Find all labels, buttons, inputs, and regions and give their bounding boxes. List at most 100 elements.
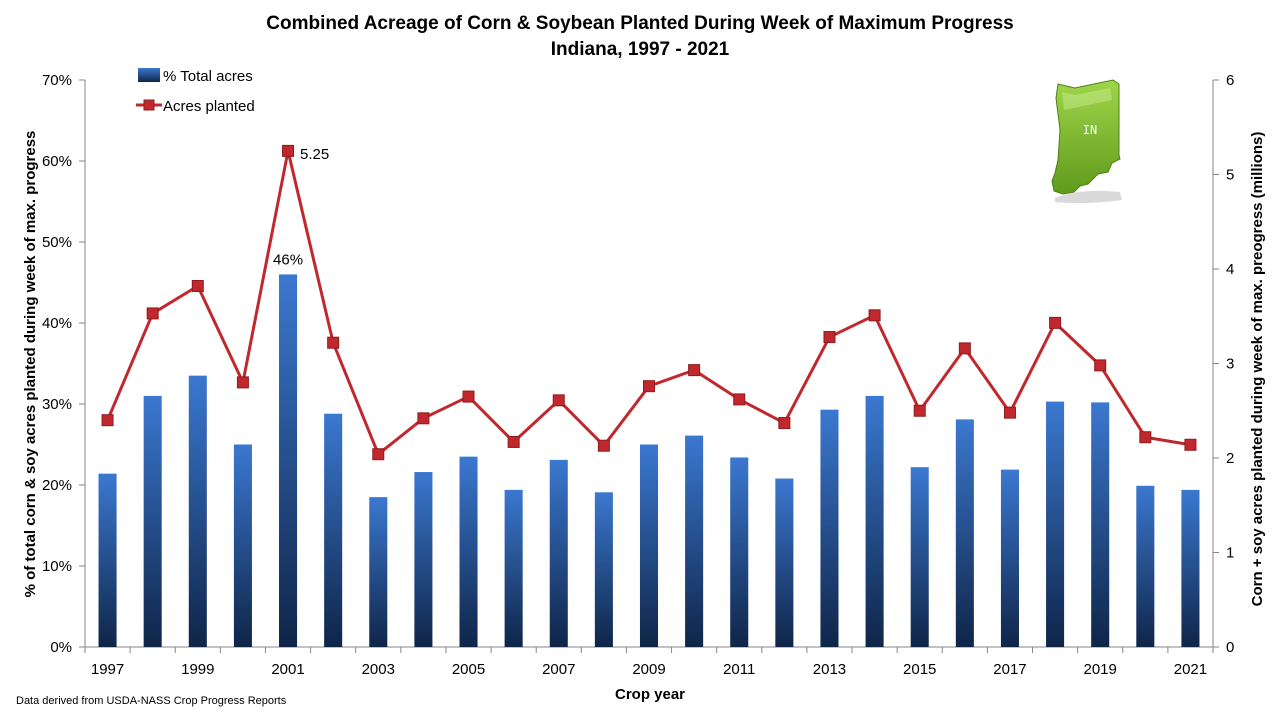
- y-right-tick-label: 1: [1226, 545, 1234, 562]
- data-labels: 46% 5.25: [273, 146, 329, 269]
- x-tick-label: 2001: [271, 661, 304, 678]
- line-point-marker: [327, 336, 340, 349]
- line-point-marker: [823, 331, 836, 344]
- line-point-marker: [688, 364, 701, 377]
- line-point-marker: [146, 307, 159, 320]
- bar: [1136, 485, 1155, 647]
- indiana-map-shadow: [1055, 190, 1122, 204]
- source-note: Data derived from USDA-NASS Crop Progres…: [16, 695, 287, 707]
- legend-line-label: Acres planted: [163, 98, 255, 115]
- line-point-marker: [733, 393, 746, 406]
- x-tick-label: 1999: [181, 661, 214, 678]
- bar: [639, 444, 659, 647]
- line-point-marker: [236, 376, 249, 389]
- bar: [730, 457, 749, 647]
- y-axis-left-title: % of total corn & soy acres planted duri…: [22, 131, 39, 598]
- bar: [504, 489, 523, 647]
- x-tick-label: 1997: [91, 661, 124, 678]
- bar: [324, 413, 343, 647]
- legend: % Total acres Acres planted: [136, 68, 255, 115]
- y-right-tick-label: 3: [1226, 356, 1234, 373]
- line-point-marker: [372, 448, 385, 461]
- bar: [594, 492, 613, 647]
- y-right-tick-label: 5: [1226, 167, 1234, 184]
- indiana-map-icon: IN: [1051, 79, 1122, 204]
- x-tick-label: 2007: [542, 661, 575, 678]
- x-axis-title: Crop year: [615, 686, 685, 703]
- bar: [1046, 401, 1065, 647]
- y-right-tick-label: 6: [1226, 72, 1234, 89]
- bar: [775, 478, 794, 647]
- line-point-marker: [417, 412, 430, 425]
- x-tick-label: 2019: [1084, 661, 1117, 678]
- y-left-tick-label: 50%: [42, 234, 72, 251]
- map-state-abbreviation: IN: [1083, 123, 1097, 137]
- line-point-marker: [462, 390, 475, 403]
- x-tick-label: 2015: [903, 661, 936, 678]
- bar: [685, 435, 704, 647]
- x-tick-label: 2005: [452, 661, 485, 678]
- legend-item-bars: % Total acres: [138, 68, 253, 85]
- bar: [865, 395, 884, 647]
- line-point-marker: [1049, 316, 1062, 329]
- chart-title: Combined Acreage of Corn & Soybean Plant…: [266, 13, 1013, 34]
- bar: [1000, 469, 1019, 647]
- line-point-marker: [597, 439, 610, 452]
- axes: 0% 10% 20% 30% 40% 50% 60% 70% 0 1 2 3 4 5 6 1997 1999 20…: [42, 72, 1234, 678]
- x-tick-label: 2011: [723, 661, 755, 678]
- line-point-marker: [1184, 438, 1197, 451]
- line-point-marker: [552, 394, 565, 407]
- line-point-marker: [507, 435, 520, 448]
- line-point-marker: [191, 280, 204, 293]
- x-tick-label: 2017: [993, 661, 1026, 678]
- x-tick-label: 2003: [362, 661, 395, 678]
- x-tick-label: 2021: [1174, 661, 1207, 678]
- line-point-marker: [913, 404, 926, 417]
- acres-planted-line: [106, 149, 1191, 456]
- x-tick-label: 2013: [813, 661, 846, 678]
- chart-subtitle: Indiana, 1997 - 2021: [551, 39, 730, 60]
- line-point-marker: [778, 417, 791, 430]
- x-tick-label: 2009: [632, 661, 665, 678]
- y-left-tick-label: 60%: [42, 153, 72, 170]
- y-axis-right-title: Corn + soy acres planted during week of …: [1249, 132, 1266, 607]
- bar: [459, 456, 478, 647]
- line-point-marker: [282, 144, 295, 157]
- legend-bar-swatch: [138, 68, 160, 82]
- legend-item-line: Acres planted: [136, 98, 255, 115]
- bar: [955, 419, 974, 647]
- bar: [233, 444, 252, 647]
- y-left-tick-label: 40%: [42, 315, 72, 332]
- line-point-marker: [643, 380, 655, 393]
- y-right-tick-label: 0: [1226, 639, 1234, 656]
- line-data-label: 5.25: [300, 146, 329, 163]
- y-left-tick-label: 10%: [42, 558, 72, 575]
- line-point-marker: [1003, 406, 1016, 419]
- legend-bar-label: % Total acres: [163, 68, 253, 85]
- bar-data-label: 46%: [273, 251, 303, 268]
- line-point-marker: [868, 309, 881, 322]
- bar: [1091, 402, 1110, 647]
- indiana-map-highlight: [1062, 88, 1112, 110]
- y-right-tick-label: 2: [1226, 450, 1234, 467]
- y-left-tick-label: 20%: [42, 477, 72, 494]
- bar: [820, 409, 839, 647]
- line-series: [101, 144, 1197, 461]
- line-point-marker: [958, 342, 971, 355]
- bar: [1181, 489, 1200, 647]
- bar: [98, 473, 117, 647]
- line-point-marker: [101, 414, 114, 427]
- y-right-tick-label: 4: [1226, 261, 1234, 278]
- bar: [910, 467, 929, 647]
- bar: [414, 472, 433, 647]
- bar: [279, 274, 298, 647]
- bar: [188, 375, 207, 647]
- bar: [143, 395, 162, 647]
- y-left-tick-label: 30%: [42, 396, 72, 413]
- y-left-tick-label: 0%: [50, 639, 72, 656]
- line-point-marker: [1094, 359, 1107, 372]
- y-left-tick-label: 70%: [42, 72, 72, 89]
- bar-series: [98, 274, 1200, 647]
